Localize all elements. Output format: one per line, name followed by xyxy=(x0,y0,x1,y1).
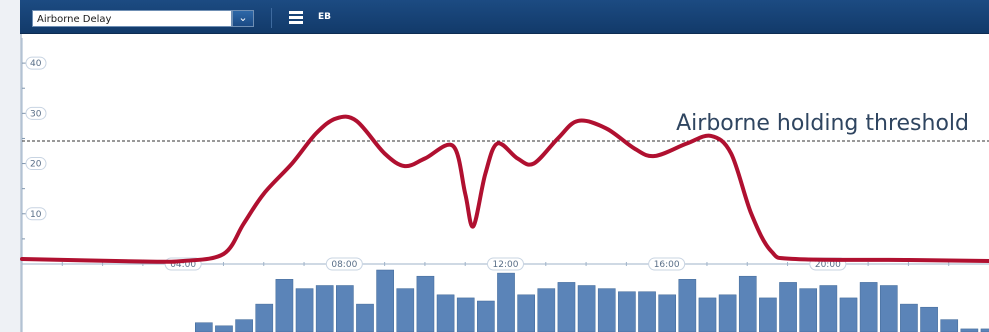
x-tick-badge xyxy=(648,257,686,271)
x-tick-label: 16:00 xyxy=(654,260,680,270)
data-bar xyxy=(779,282,797,332)
data-bar xyxy=(678,279,697,332)
x-tick-badge xyxy=(325,257,363,271)
data-bar xyxy=(900,303,918,332)
data-bar xyxy=(477,300,495,332)
data-bar xyxy=(577,285,596,332)
data-bar xyxy=(980,328,989,332)
data-bar xyxy=(920,306,938,332)
data-bar xyxy=(557,282,576,332)
y-tick-label: 20 xyxy=(30,160,42,170)
data-bar xyxy=(336,285,354,332)
data-bar xyxy=(497,272,515,332)
data-bar xyxy=(215,325,233,332)
data-bar xyxy=(799,288,818,332)
y-tick-badge xyxy=(25,207,47,221)
y-tick-label: 10 xyxy=(30,210,42,220)
data-bar xyxy=(718,294,737,332)
data-bar xyxy=(416,275,435,332)
metric-select[interactable]: Airborne Delay xyxy=(32,10,232,27)
data-bar xyxy=(396,288,415,332)
data-bar xyxy=(195,322,213,332)
data-bar xyxy=(315,285,334,332)
data-bar xyxy=(819,285,838,332)
data-bar xyxy=(537,288,556,332)
data-bar xyxy=(940,319,959,332)
x-tick-label: 04:00 xyxy=(170,260,196,270)
y-tick-label: 30 xyxy=(30,109,42,119)
data-bar xyxy=(738,275,757,332)
data-bar xyxy=(456,297,475,332)
mode-label[interactable]: EB xyxy=(318,12,332,22)
data-bar xyxy=(295,288,314,332)
data-bar xyxy=(275,279,294,332)
list-icon[interactable] xyxy=(289,11,303,24)
y-tick-badge xyxy=(25,56,47,70)
x-tick-label: 12:00 xyxy=(493,260,519,270)
data-bar xyxy=(356,303,374,332)
threshold-label: Airborne holding threshold xyxy=(676,111,969,136)
data-bar xyxy=(638,291,656,332)
delay-curve xyxy=(20,114,989,264)
data-bar xyxy=(698,297,717,332)
y-tick-badge xyxy=(25,157,47,171)
x-tick-badge xyxy=(487,257,524,271)
data-bar xyxy=(759,297,777,332)
data-bar xyxy=(436,294,455,332)
data-bar xyxy=(879,285,898,332)
y-tick-label: 40 xyxy=(30,59,42,69)
data-bar xyxy=(255,303,274,332)
data-bar xyxy=(859,282,878,332)
x-tick-label: 20:00 xyxy=(815,260,841,270)
toolbar-divider xyxy=(271,8,272,28)
data-bar xyxy=(517,294,535,332)
data-bar xyxy=(376,269,394,332)
data-bar xyxy=(235,319,253,332)
data-bar xyxy=(597,288,616,332)
data-bar xyxy=(658,294,677,332)
data-bar xyxy=(839,297,858,332)
y-tick-badge xyxy=(25,106,47,120)
x-tick-label: 08:00 xyxy=(331,260,357,270)
data-bar xyxy=(618,291,636,332)
chevron-down-icon[interactable]: ⌄ xyxy=(232,10,254,27)
